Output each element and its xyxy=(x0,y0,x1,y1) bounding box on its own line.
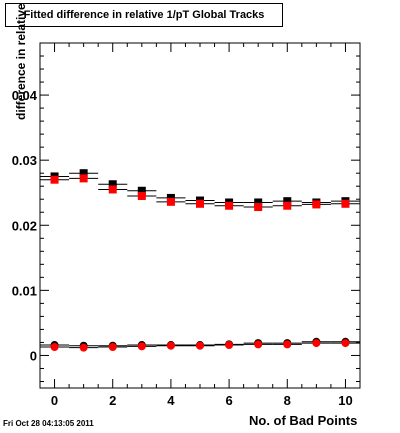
series-0-point xyxy=(137,186,146,195)
x-axis-label: No. of Bad Points xyxy=(249,413,358,428)
series-1-point xyxy=(50,175,59,184)
plot-frame xyxy=(39,42,361,389)
chart-title: Fitted difference in relative 1/pT Globa… xyxy=(23,9,265,21)
y-axis-label: difference in relative 1/pT xyxy=(14,0,28,120)
y-tick-label: 0.04 xyxy=(12,88,38,103)
series-3-point xyxy=(79,343,88,352)
y-tick-label: 0.02 xyxy=(12,218,37,233)
series-3-point xyxy=(254,340,263,349)
x-tick-label: 2 xyxy=(109,393,116,408)
datestamp: Fri Oct 28 04:13:05 2011 xyxy=(3,419,94,428)
x-tick-label: 4 xyxy=(167,393,175,408)
series-0-point xyxy=(79,169,88,178)
series-3-point xyxy=(341,339,350,348)
series-1-point xyxy=(137,191,146,200)
y-tick-label: 0 xyxy=(30,348,37,363)
y-tick-label: 0.03 xyxy=(12,153,37,168)
series-0-point xyxy=(254,198,263,207)
series-3-point xyxy=(108,342,117,351)
series-1-point xyxy=(225,201,234,210)
series-0-point xyxy=(283,197,292,206)
series-3-point xyxy=(225,341,234,350)
chart-title-box: Fitted difference in relative 1/pT Globa… xyxy=(5,3,283,27)
x-tick-label: 10 xyxy=(338,393,352,408)
x-tick-label: 8 xyxy=(284,393,291,408)
series-1-point xyxy=(166,197,175,206)
series-3-point xyxy=(283,340,292,349)
series-1-point xyxy=(254,203,263,212)
series-3-point xyxy=(196,341,204,350)
series-0-point xyxy=(108,180,117,189)
series-1-point xyxy=(108,185,117,194)
series-1-point xyxy=(341,199,350,208)
series-3-point xyxy=(50,342,59,351)
series-1-point xyxy=(283,201,292,210)
x-tick-label: 6 xyxy=(225,393,232,408)
series-1-point xyxy=(312,200,321,209)
series-3-point xyxy=(166,341,175,350)
series-3-point xyxy=(312,339,321,348)
series-1-point xyxy=(79,174,88,183)
series-1-point xyxy=(196,199,204,208)
series-3-point xyxy=(137,342,146,351)
x-tick-label: 0 xyxy=(51,393,58,408)
y-tick-label: 0.01 xyxy=(12,283,37,298)
